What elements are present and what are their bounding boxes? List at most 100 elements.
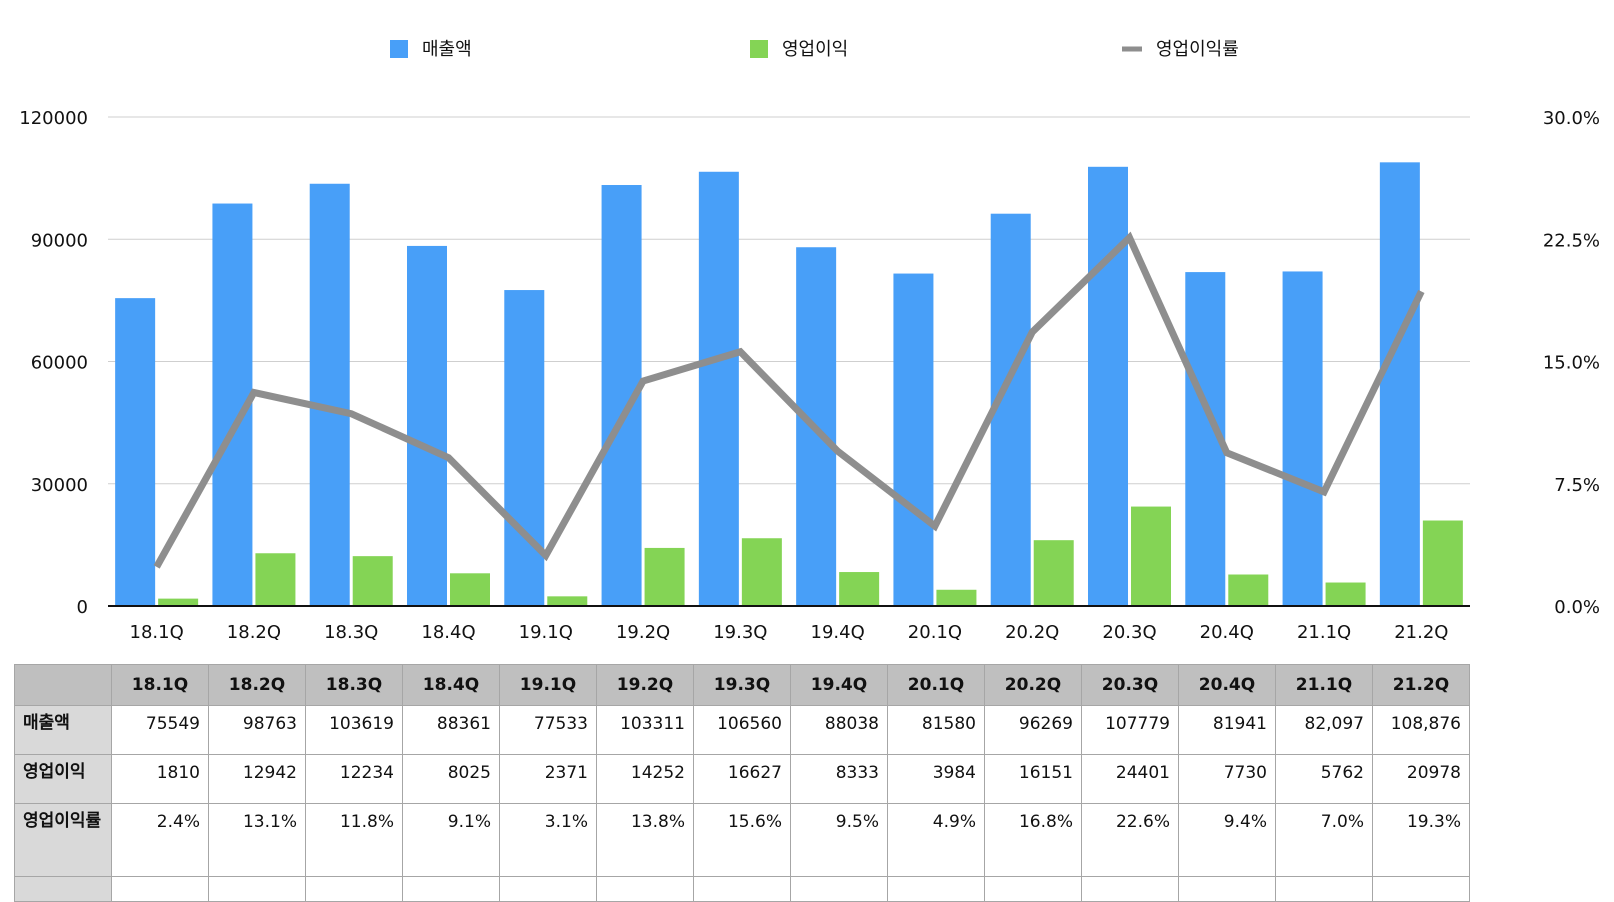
- table-cell: [402, 876, 500, 902]
- table-cell: 24401: [1081, 754, 1179, 804]
- bar-revenue: [990, 213, 1031, 606]
- table-cell: 8025: [402, 754, 500, 804]
- y-right-tick-label: 0.0%: [1554, 597, 1600, 618]
- legend-label-operating-margin: 영업이익률: [1156, 39, 1239, 60]
- table-cell: 13.8%: [596, 803, 694, 877]
- table-cell: 7730: [1178, 754, 1276, 804]
- table-cell: 7.0%: [1275, 803, 1373, 877]
- table-column-header: 18.2Q: [208, 664, 306, 706]
- bar-operating-profit: [1422, 520, 1463, 606]
- y-left-tick-label: 120000: [19, 108, 88, 129]
- x-tick-label: 20.1Q: [908, 622, 962, 640]
- table-column-header: 18.4Q: [402, 664, 500, 706]
- table-cell: 81941: [1178, 705, 1276, 755]
- table-cell: 88038: [790, 705, 888, 755]
- table-cell: 19.3%: [1372, 803, 1470, 877]
- table-cell: 3.1%: [499, 803, 597, 877]
- table-cell: 88361: [402, 705, 500, 755]
- x-tick-label: 20.4Q: [1200, 622, 1254, 640]
- bar-operating-profit: [1325, 582, 1366, 606]
- table-cell: 4.9%: [887, 803, 985, 877]
- table-cell: 103619: [305, 705, 403, 755]
- table-cell: 106560: [693, 705, 791, 755]
- table-cell: [305, 876, 403, 902]
- bar-operating-profit: [158, 598, 199, 606]
- x-tick-label: 18.2Q: [227, 622, 281, 640]
- table-header-row: 18.1Q 18.2Q 18.3Q 18.4Q 19.1Q 19.2Q 19.3Q 19.4Q…: [14, 664, 1470, 706]
- table-cell: 2371: [499, 754, 597, 804]
- y-right-tick-label: 15.0%: [1543, 353, 1600, 374]
- bar-operating-profit: [547, 596, 588, 606]
- bar-operating-profit: [1033, 540, 1074, 606]
- bar-revenue: [115, 298, 156, 606]
- bar-operating-profit: [644, 547, 685, 606]
- table-row: 매출액 75549 98763 103619 88361 77533 103311 10656…: [14, 705, 1470, 755]
- bar-operating-profit: [450, 573, 490, 606]
- table-row: 영업이익률 2.4% 13.1% 11.8% 9.1% 3.1% 13.8% 15.6% 9.5…: [14, 803, 1470, 877]
- table-column-header: 19.4Q: [790, 664, 888, 706]
- y-left-tick-label: 90000: [31, 230, 88, 251]
- table-cell: [596, 876, 694, 902]
- legend-swatch-revenue: [390, 40, 408, 58]
- table-cell: 82,097: [1275, 705, 1373, 755]
- table-cell: [208, 876, 306, 902]
- table-cell: [693, 876, 791, 902]
- table-cell: 20978: [1372, 754, 1470, 804]
- table-cell: 16151: [984, 754, 1082, 804]
- table-column-header: 20.1Q: [887, 664, 985, 706]
- table-cell: 12234: [305, 754, 403, 804]
- x-tick-label: 18.3Q: [324, 622, 378, 640]
- table-cell: [984, 876, 1082, 902]
- table-cell: 15.6%: [693, 803, 791, 877]
- table-column-header: 18.3Q: [305, 664, 403, 706]
- legend-swatch-operating-profit: [750, 40, 768, 58]
- bar-operating-profit: [741, 538, 782, 606]
- bar-operating-profit: [255, 553, 296, 606]
- line-operating-margin: [153, 231, 1425, 569]
- table-row-header: 영업이익률: [14, 803, 112, 877]
- table-row-header: [14, 876, 112, 902]
- table-column-header: 20.3Q: [1081, 664, 1179, 706]
- bar-revenue: [504, 290, 545, 606]
- table-cell: 1810: [111, 754, 209, 804]
- table-cell: [887, 876, 985, 902]
- y-right-tick-label: 30.0%: [1543, 108, 1600, 129]
- table-cell: 9.4%: [1178, 803, 1276, 877]
- table-row-partial: [14, 876, 1470, 902]
- table-cell: [111, 876, 209, 902]
- table-row-header: 매출액: [14, 705, 112, 755]
- table-cell: 75549: [111, 705, 209, 755]
- table-cell: 9.5%: [790, 803, 888, 877]
- table-cell: 81580: [887, 705, 985, 755]
- table-cell: 13.1%: [208, 803, 306, 877]
- bar-revenue: [309, 183, 350, 607]
- combo-chart: 0 30000 60000 90000 120000 0.0% 7.5% 15.0% 22.5%…: [19, 39, 1600, 643]
- bar-revenue: [1379, 162, 1420, 606]
- table-column-header: 18.1Q: [111, 664, 209, 706]
- x-tick-label: 19.1Q: [519, 622, 573, 640]
- bar-revenue: [893, 273, 934, 606]
- legend-label-operating-profit: 영업이익: [782, 39, 848, 60]
- table-cell: 11.8%: [305, 803, 403, 877]
- table-cell: 9.1%: [402, 803, 500, 877]
- table-column-header: 20.2Q: [984, 664, 1082, 706]
- x-tick-label: 20.3Q: [1102, 622, 1156, 640]
- table-column-header: 19.1Q: [499, 664, 597, 706]
- x-tick-label: 18.4Q: [421, 622, 475, 640]
- x-tick-label: 18.1Q: [130, 622, 184, 640]
- y-right-tick-label: 7.5%: [1554, 475, 1600, 496]
- table-cell: 98763: [208, 705, 306, 755]
- table-cell: 108,876: [1372, 705, 1470, 755]
- x-tick-label: 21.2Q: [1394, 622, 1448, 640]
- table-cell: 77533: [499, 705, 597, 755]
- data-table: 18.1Q 18.2Q 18.3Q 18.4Q 19.1Q 19.2Q 19.3Q 19.4Q…: [14, 664, 1470, 902]
- chart-canvas: 0 30000 60000 90000 120000 0.0% 7.5% 15.0% 22.5%…: [19, 39, 1600, 643]
- table-cell: 2.4%: [111, 803, 209, 877]
- table-cell: [1275, 876, 1373, 902]
- table-row: 영업이익 1810 12942 12234 8025 2371 14252 16627 8333…: [14, 754, 1470, 804]
- legend-label-revenue: 매출액: [422, 39, 472, 60]
- bar-operating-profit: [352, 556, 393, 606]
- table-corner-cell: [14, 664, 112, 706]
- bar-operating-profit: [1228, 574, 1269, 606]
- table-column-header: 20.4Q: [1178, 664, 1276, 706]
